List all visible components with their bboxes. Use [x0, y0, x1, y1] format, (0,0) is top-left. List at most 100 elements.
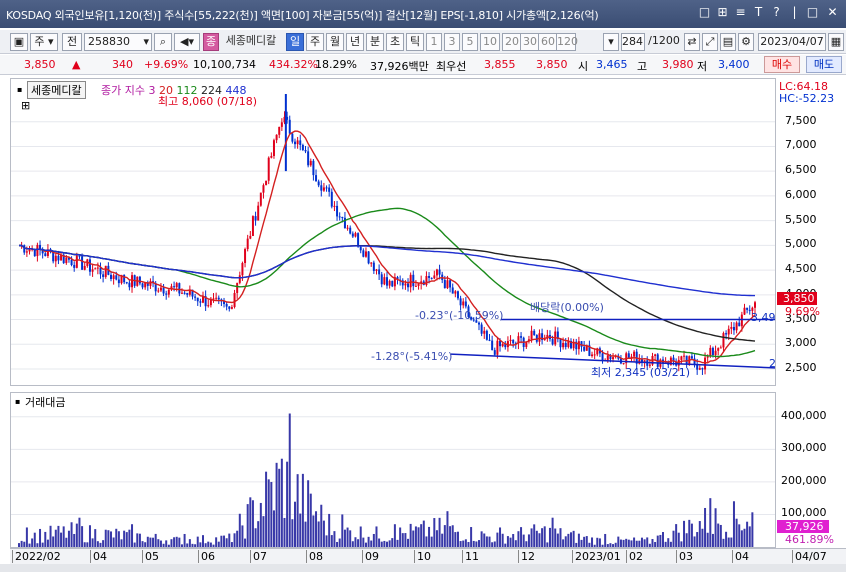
candle-body [283, 116, 286, 123]
sell-button[interactable]: 매도 [806, 56, 842, 73]
candle-body [372, 262, 375, 271]
quote-infobar: 3,850 ▲ 340 +9.69% 10,100,734 434.32% 18… [0, 55, 846, 75]
volume-bar [251, 500, 254, 547]
interval-20-button[interactable]: 20 [502, 33, 522, 51]
volume-bar [73, 533, 76, 547]
interval-30-button[interactable]: 30 [520, 33, 540, 51]
candle-body [501, 343, 504, 347]
prev-button[interactable]: 전 [62, 33, 82, 51]
interval-1-button[interactable]: 1 [426, 33, 442, 51]
candle-body [23, 245, 26, 253]
candle-body [173, 286, 176, 288]
volume-bar [146, 536, 149, 547]
toolbar: ▣ 주 ▾ 전 258830 ▾ ⌕ ◀▾ 종 세종메디칼 일 주 월 년 분 초… [0, 30, 846, 54]
candle-body [78, 255, 81, 257]
period-day-button[interactable]: 일 [286, 33, 304, 51]
horizontal-scrollbar[interactable] [0, 564, 846, 572]
candle-body [404, 283, 407, 286]
buy-button[interactable]: 매수 [764, 56, 800, 73]
chart-tools-icon[interactable]: ⤢ [702, 33, 718, 51]
volume-bar [336, 541, 339, 547]
candle-body [735, 322, 738, 331]
volume-bar [738, 524, 741, 547]
volume-title: 거래대금 [25, 396, 66, 409]
restore-icon[interactable]: □ [698, 5, 711, 19]
candle-body [54, 255, 57, 262]
volume-bar [535, 530, 538, 547]
volume-bar [585, 536, 588, 547]
dropdown-arrow-icon[interactable]: ▾ [603, 33, 619, 51]
interval-10-button[interactable]: 10 [480, 33, 500, 51]
volume-bar [543, 526, 546, 547]
candle-body [704, 357, 707, 370]
tile-icon[interactable]: ⊞ [717, 5, 728, 19]
period-second-button[interactable]: 초 [386, 33, 404, 51]
volume-bar [722, 538, 725, 547]
maximize-icon[interactable]: □ [806, 5, 819, 19]
volume-bar [173, 537, 176, 547]
date-input[interactable]: 2023/04/07 [758, 33, 826, 51]
volume-bar [451, 525, 454, 547]
candle-body [188, 289, 191, 295]
interval-3-button[interactable]: 3 [444, 33, 460, 51]
interval-60-button[interactable]: 60 [538, 33, 558, 51]
interval-5-button[interactable]: 5 [462, 33, 478, 51]
period-minute-button[interactable]: 분 [366, 33, 384, 51]
period-year-button[interactable]: 년 [346, 33, 364, 51]
zoom-icon[interactable]: ⇄ [684, 33, 700, 51]
search-icon[interactable]: ⌕ [154, 33, 172, 51]
help-icon[interactable]: ? [773, 5, 780, 19]
grid-toggle-icon[interactable]: ⊞ [21, 99, 31, 112]
close-icon[interactable]: ✕ [827, 5, 838, 19]
candle-body [622, 363, 625, 365]
period-month-button[interactable]: 월 [326, 33, 344, 51]
candle-body [683, 355, 686, 357]
volume-bar [604, 533, 607, 547]
candle-body [288, 119, 291, 134]
period-week-button[interactable]: 주 [306, 33, 324, 51]
interval-120-button[interactable]: 120 [556, 33, 578, 51]
candle-body [60, 254, 63, 261]
volume-chart-panel[interactable]: ▪ 거래대금 [10, 392, 776, 548]
volume-current-pct: 461.89% [785, 533, 834, 546]
candle-body [202, 296, 204, 303]
code-input[interactable]: 258830 ▾ [84, 33, 152, 51]
candle-body [194, 296, 197, 298]
menu-icon[interactable]: ≡ [735, 5, 746, 19]
volume-bar [328, 513, 331, 547]
layout-icon[interactable]: ▣ [10, 33, 28, 51]
stock-label-box[interactable]: 세종메디칼 [27, 81, 86, 99]
price-chart-panel[interactable]: 세종메디칼 ▪ ⊞ 종가 지수 3 20 112 224 448 최고 8,06… [10, 78, 776, 386]
volume-bar [343, 529, 346, 547]
panel-toggle-icon[interactable]: ▪ [17, 85, 23, 94]
candle-body [207, 305, 210, 307]
price-chart-svg[interactable] [11, 79, 776, 386]
volume-bar [488, 536, 491, 547]
candle-body [412, 274, 415, 287]
text-icon[interactable]: T [754, 5, 763, 19]
legend-ma448: 448 [225, 84, 247, 97]
candle-body [115, 275, 118, 280]
type-select[interactable]: 주 ▾ [30, 33, 58, 51]
speaker-icon[interactable]: ◀▾ [174, 33, 200, 51]
count-input[interactable]: 284 [621, 33, 645, 51]
settings-icon[interactable]: ⚙ [738, 33, 754, 51]
volume-chart-svg[interactable] [11, 393, 776, 548]
candle-body [81, 256, 84, 270]
candle-body [425, 276, 428, 285]
volume-bar [346, 527, 349, 547]
candle-body [39, 244, 42, 250]
save-icon[interactable]: ▤ [720, 33, 736, 51]
volume-bar [351, 541, 354, 547]
volume-toggle-icon[interactable]: ▪ [15, 397, 21, 406]
volume-bar [283, 517, 286, 547]
volume-bar [159, 540, 162, 547]
volume-bar [551, 517, 554, 547]
trend-value-low-right: 2 [769, 357, 776, 370]
candle-body [294, 141, 296, 145]
calendar-icon[interactable]: ▦ [828, 33, 844, 51]
volume-bar [391, 538, 394, 547]
period-tick-button[interactable]: 틱 [406, 33, 424, 51]
candle-body [520, 336, 523, 338]
volume-bar [591, 537, 594, 547]
